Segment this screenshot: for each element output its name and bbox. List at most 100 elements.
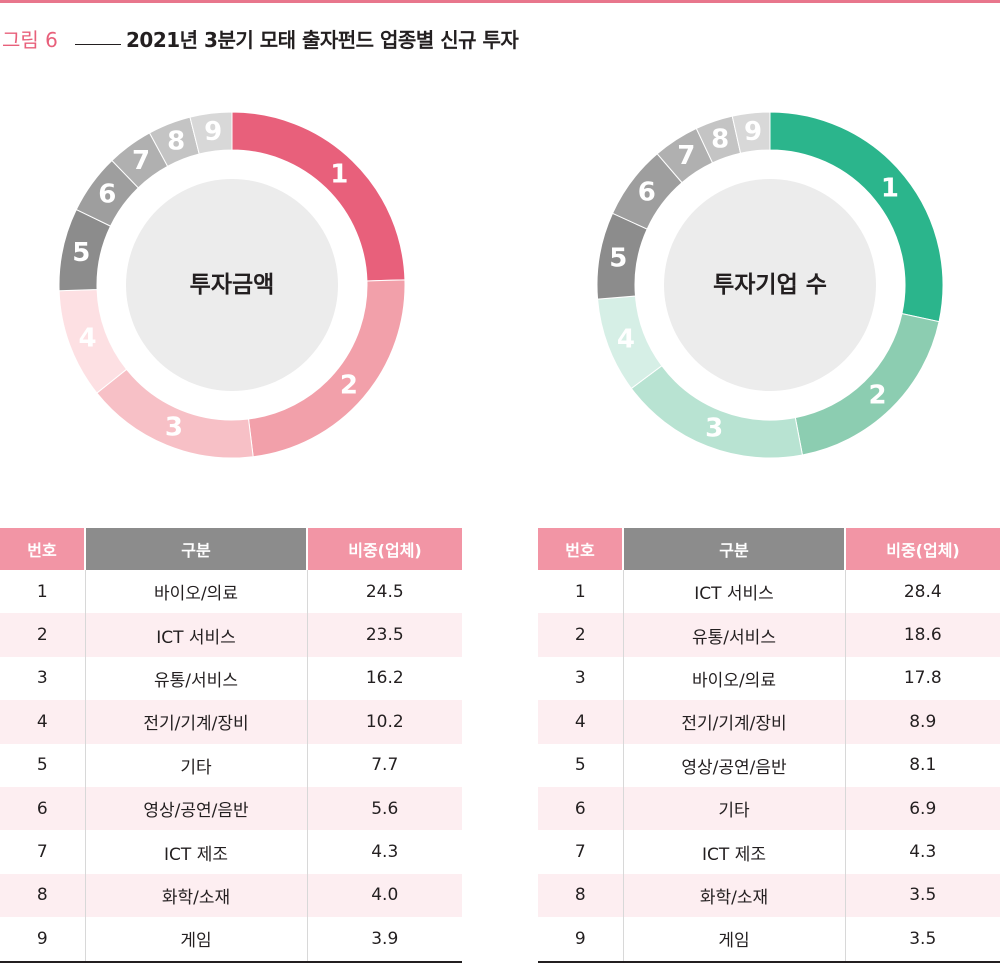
table-row: 1 ICT 서비스 28.4 bbox=[538, 570, 1000, 614]
cell-share: 3.5 bbox=[845, 873, 1000, 918]
cell-category: 영상/공연/음반 bbox=[622, 743, 846, 787]
cell-number: 3 bbox=[574, 668, 586, 689]
cell-share: 18.6 bbox=[845, 613, 1000, 657]
segment-number-label: 5 bbox=[609, 244, 627, 274]
table-row: 7 ICT 제조 4.3 bbox=[0, 830, 462, 874]
table-row: 2 ICT 서비스 23.5 bbox=[0, 613, 462, 657]
segment-number-label: 8 bbox=[167, 126, 185, 156]
segment-number-label: 3 bbox=[705, 414, 723, 444]
cell-number: 4 bbox=[538, 700, 623, 744]
segment-number-label: 2 bbox=[340, 370, 358, 400]
segment-number-label: 2 bbox=[868, 380, 886, 410]
cell-share: 4.0 bbox=[307, 873, 462, 918]
cell-share: 16.2 bbox=[365, 668, 404, 689]
donut-chart-company-count: 1 2 3 4 5 678 9 투자기업 수 bbox=[596, 111, 944, 459]
cell-category: 영상/공연/음반 bbox=[84, 786, 308, 831]
table-row: 9 게임 3.5 bbox=[538, 917, 1000, 963]
cell-number: 9 bbox=[0, 917, 85, 963]
company-count-table: 번호 구분 비중(업체) 1 ICT 서비스 28.4 2 유통/서비스 18.6 3 바이오… bbox=[538, 528, 1000, 963]
top-accent-line bbox=[0, 0, 1000, 3]
cell-number: 5 bbox=[36, 755, 48, 776]
cell-share: 8.9 bbox=[845, 700, 1000, 744]
table-header-row: 번호 구분 비중(업체) bbox=[538, 528, 1000, 570]
cell-number: 7 bbox=[574, 842, 586, 863]
cell-category: 기타 bbox=[622, 786, 846, 831]
cell-share: 6.9 bbox=[845, 786, 1000, 831]
table-header-row: 번호 구분 비중(업체) bbox=[0, 528, 462, 570]
donut-segment-9 bbox=[189, 111, 233, 155]
table-row: 1 바이오/의료 24.5 bbox=[0, 570, 462, 614]
donut-center-circle bbox=[664, 179, 876, 391]
table-row: 3 바이오/의료 17.8 bbox=[538, 656, 1000, 701]
cell-share: 7.7 bbox=[371, 755, 399, 776]
cell-share: 3.5 bbox=[845, 917, 1000, 963]
cell-category: 바이오/의료 bbox=[622, 656, 846, 701]
segment-number-label: 1 bbox=[330, 159, 348, 189]
segment-number-label: 7 bbox=[132, 146, 150, 176]
cell-number: 7 bbox=[36, 842, 48, 863]
donut-center-circle bbox=[126, 179, 338, 391]
table-row: 2 유통/서비스 18.6 bbox=[538, 613, 1000, 657]
cell-category: 유통/서비스 bbox=[622, 613, 846, 657]
header-share: 비중(업체) bbox=[845, 528, 1000, 570]
figure-label: 그림 6 bbox=[2, 28, 58, 52]
segment-number-label: 6 bbox=[98, 180, 116, 210]
table-row: 9 게임 3.9 bbox=[0, 917, 462, 963]
cell-number: 2 bbox=[0, 613, 85, 657]
cell-number: 8 bbox=[538, 873, 623, 918]
table-row: 6 영상/공연/음반 5.6 bbox=[0, 786, 462, 831]
cell-number: 6 bbox=[538, 786, 623, 831]
table-row: 6 기타 6.9 bbox=[538, 786, 1000, 831]
segment-number-label: 8 bbox=[711, 124, 729, 154]
cell-number: 4 bbox=[0, 700, 85, 744]
cell-category: 화학/소재 bbox=[84, 873, 308, 918]
cell-share: 10.2 bbox=[307, 700, 462, 744]
cell-category: ICT 서비스 bbox=[84, 613, 308, 657]
cell-number: 1 bbox=[36, 581, 48, 602]
table-row: 5 영상/공연/음반 8.1 bbox=[538, 743, 1000, 787]
figure-label-rule bbox=[75, 44, 121, 45]
cell-share: 23.5 bbox=[307, 613, 462, 657]
header-share: 비중(업체) bbox=[307, 528, 462, 570]
cell-number: 8 bbox=[0, 873, 85, 918]
segment-number-label: 5 bbox=[72, 238, 90, 268]
segment-number-label: 9 bbox=[744, 117, 762, 147]
investment-amount-table: 번호 구분 비중(업체) 1 바이오/의료 24.5 2 ICT 서비스 23.5 3 유통/… bbox=[0, 528, 462, 963]
table-row: 4 전기/기계/장비 10.2 bbox=[0, 700, 462, 744]
segment-number-label: 3 bbox=[165, 413, 183, 443]
header-category: 구분 bbox=[622, 528, 846, 570]
table-row: 8 화학/소재 4.0 bbox=[0, 873, 462, 918]
segment-number-label: 4 bbox=[617, 324, 635, 354]
segment-number-label: 9 bbox=[204, 117, 222, 147]
cell-category: 전기/기계/장비 bbox=[622, 700, 846, 744]
figure-title: 2021년 3분기 모태 출자펀드 업종별 신규 투자 bbox=[126, 28, 519, 52]
cell-share: 24.5 bbox=[365, 581, 404, 602]
table-row: 7 ICT 제조 4.3 bbox=[538, 830, 1000, 874]
donut-center-label: 투자금액 bbox=[190, 272, 275, 298]
table-row: 3 유통/서비스 16.2 bbox=[0, 656, 462, 701]
segment-number-label: 1 bbox=[881, 173, 899, 203]
header-number: 번호 bbox=[0, 528, 85, 570]
cell-number: 6 bbox=[0, 786, 85, 831]
cell-category: 바이오/의료 bbox=[84, 570, 308, 614]
cell-share: 5.6 bbox=[307, 786, 462, 831]
cell-category: ICT 제조 bbox=[84, 830, 308, 874]
header-number: 번호 bbox=[538, 528, 623, 570]
segment-number-label: 7 bbox=[677, 141, 695, 171]
cell-share: 4.3 bbox=[909, 842, 937, 863]
cell-category: 유통/서비스 bbox=[84, 656, 308, 701]
cell-share: 4.3 bbox=[371, 842, 399, 863]
table-row: 4 전기/기계/장비 8.9 bbox=[538, 700, 1000, 744]
donut-center-label: 투자기업 수 bbox=[713, 272, 827, 298]
cell-share: 3.9 bbox=[307, 917, 462, 963]
cell-share: 8.1 bbox=[909, 755, 937, 776]
table-row: 8 화학/소재 3.5 bbox=[538, 873, 1000, 918]
cell-category: ICT 서비스 bbox=[622, 570, 846, 614]
cell-category: 화학/소재 bbox=[622, 873, 846, 918]
cell-number: 3 bbox=[36, 668, 48, 689]
cell-category: ICT 제조 bbox=[622, 830, 846, 874]
cell-number: 1 bbox=[574, 581, 586, 602]
donut-segment-9 bbox=[731, 111, 771, 154]
cell-number: 2 bbox=[538, 613, 623, 657]
